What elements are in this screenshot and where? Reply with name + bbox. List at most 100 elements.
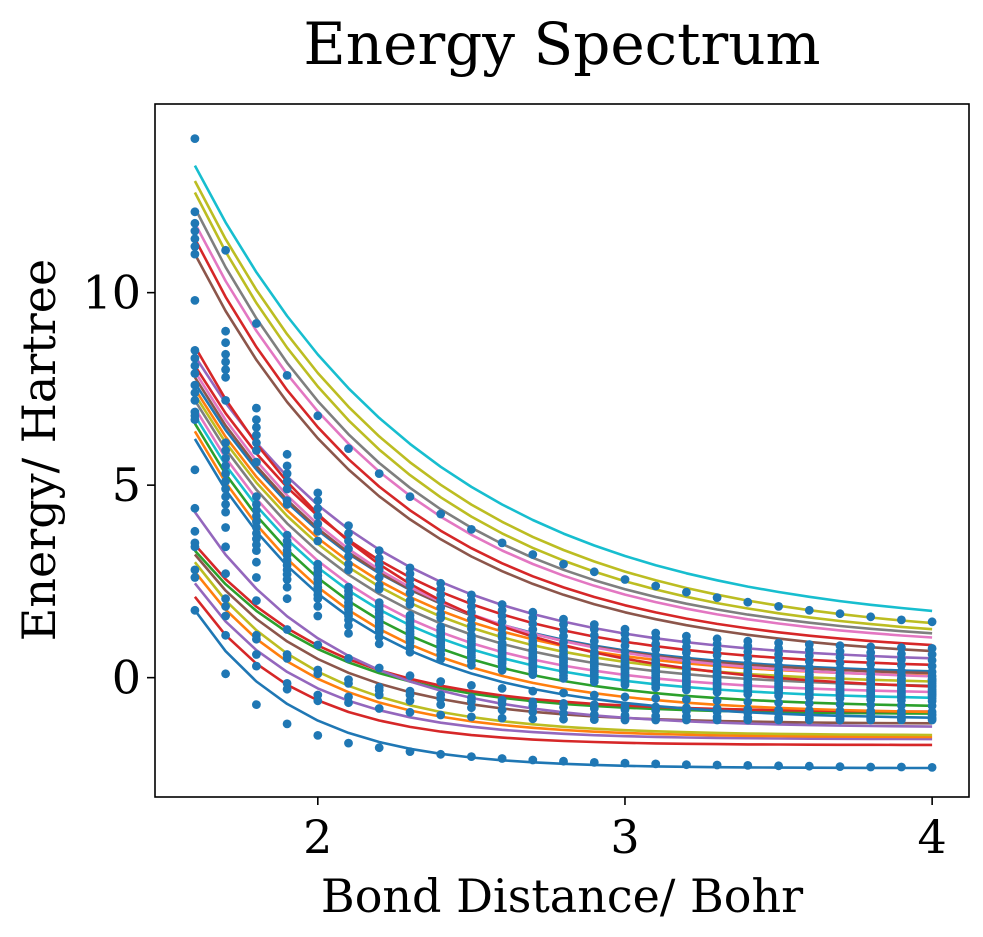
point-17-1: [221, 507, 231, 517]
point-24-13: [589, 710, 599, 719]
line-level-30: [193, 164, 933, 613]
point-5-1: [221, 365, 231, 374]
point-7-6: [374, 584, 384, 594]
point-19-2: [252, 573, 261, 582]
point-19-0: [190, 503, 200, 513]
point-25-17: [712, 760, 722, 770]
point-8-2: [252, 492, 261, 502]
point-24-23: [897, 713, 906, 723]
point-25-6: [374, 743, 384, 753]
point-22-3: [282, 654, 292, 663]
point-7-2: [252, 457, 261, 467]
point-7-7: [405, 600, 415, 609]
point-5-9: [467, 614, 476, 624]
point-13-0: [190, 388, 200, 398]
point-23-9: [467, 712, 476, 722]
point-1-23: [897, 643, 906, 652]
point-19-20: [804, 692, 814, 702]
point-17-4: [313, 594, 323, 604]
point-10-1: [221, 453, 231, 463]
point-25-20: [804, 761, 814, 771]
point-0-4: [313, 411, 323, 421]
point-23-6: [374, 704, 384, 713]
point-4-12: [559, 631, 568, 641]
point-3-3: [282, 469, 292, 478]
point-4-6: [374, 565, 384, 575]
point-19-8: [436, 654, 446, 664]
point-20-14: [620, 692, 630, 702]
point-11-1: [221, 461, 231, 471]
point-25-12: [559, 756, 568, 766]
point-0-17: [712, 593, 722, 602]
point-24-21: [835, 713, 845, 723]
point-2-5: [344, 528, 353, 538]
point-7-0: [190, 296, 200, 305]
point-18-5: [344, 621, 353, 631]
point-24-0: [190, 573, 200, 582]
point-7-4: [313, 536, 323, 546]
data-points: [190, 134, 937, 772]
point-4-1: [221, 357, 231, 367]
x-axis-ticks: 2 3 4: [303, 797, 947, 864]
point-4-10: [497, 617, 507, 627]
point-12-1: [221, 469, 231, 478]
point-25-22: [866, 762, 876, 772]
point-17-3: [282, 575, 292, 584]
point-0-6: [374, 469, 384, 478]
point-1-5: [344, 521, 353, 530]
point-18-2: [252, 557, 261, 567]
point-25-10: [497, 754, 507, 763]
point-20-18: [743, 697, 753, 707]
point-24-10: [497, 705, 507, 715]
point-25-1: [221, 669, 231, 679]
point-1-24: [927, 644, 937, 653]
point-0-22: [866, 612, 876, 622]
point-5-7: [405, 588, 415, 598]
point-20-7: [405, 671, 415, 681]
point-19-13: [589, 677, 599, 687]
point-20-15: [651, 694, 661, 703]
point-0-13: [589, 567, 599, 577]
point-5-8: [436, 603, 446, 612]
point-0-15: [651, 581, 661, 591]
point-20-17: [712, 696, 722, 706]
point-24-11: [528, 707, 538, 717]
point-19-6: [374, 639, 384, 649]
point-24-4: [313, 696, 323, 706]
plot-frame: [154, 103, 970, 798]
point-20-16: [682, 695, 691, 704]
point-24-16: [682, 712, 691, 721]
point-0-12: [559, 559, 568, 569]
point-1-2: [252, 403, 261, 413]
point-25-3: [282, 719, 292, 729]
point-23-2: [252, 650, 261, 659]
point-4-2: [252, 430, 261, 440]
point-18-4: [313, 602, 323, 611]
point-25-0: [190, 605, 200, 615]
point-18-1: [221, 523, 231, 532]
point-14-0: [190, 396, 200, 405]
point-7-1: [221, 396, 231, 405]
point-18-3: [282, 582, 292, 592]
point-24-18: [743, 712, 753, 722]
y-axis-label: Energy/ Hartree: [12, 259, 66, 641]
point-20-21: [835, 699, 845, 709]
point-23-11: [528, 714, 538, 724]
point-19-5: [344, 629, 353, 638]
point-24-8: [436, 700, 446, 709]
point-0-23: [897, 615, 906, 625]
y-tick-label-0: 0: [112, 651, 141, 705]
point-24-20: [804, 713, 814, 723]
point-25-24: [927, 763, 937, 772]
point-25-23: [897, 762, 906, 772]
line-level-24: [193, 253, 933, 653]
point-24-6: [374, 690, 384, 700]
point-2-1: [221, 338, 231, 348]
point-5-2: [252, 438, 261, 448]
point-14-1: [221, 484, 231, 494]
point-16-1: [221, 500, 231, 509]
point-1-0: [190, 207, 200, 217]
point-0-2: [252, 319, 261, 328]
point-23-10: [497, 713, 507, 723]
point-0-24: [927, 617, 937, 627]
